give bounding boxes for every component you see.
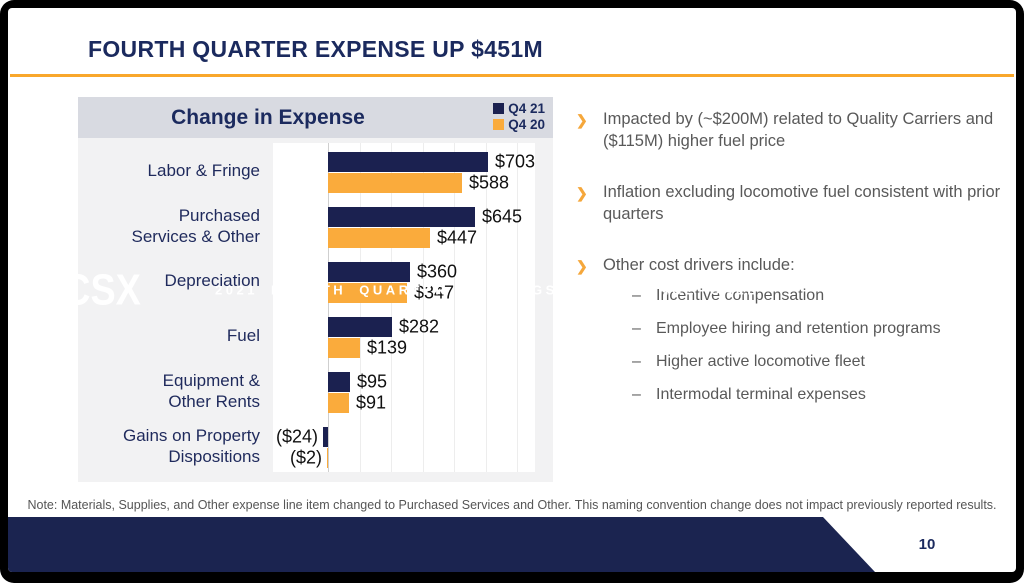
gridline xyxy=(422,143,424,472)
bullet-item: ❯ Inflation excluding locomotive fuel con… xyxy=(576,181,1012,225)
sub-bullet-list: – Incentive compensation – Employee hiring … xyxy=(603,286,1012,405)
sub-bullet-text: Higher active locomotive fleet xyxy=(656,353,865,370)
legend-label-q4-20: Q4 20 xyxy=(508,117,545,132)
bullet-text: Other cost drivers include: xyxy=(603,256,795,274)
q4-20-bar xyxy=(327,448,328,468)
bar-value-label: $95 xyxy=(357,371,388,392)
q4-20-bar xyxy=(328,173,462,193)
sub-bullet-item: – Employee hiring and retention programs xyxy=(632,319,1012,339)
category-label: Depreciation xyxy=(164,271,260,290)
q4-20-bar xyxy=(328,338,360,358)
gridline xyxy=(359,143,361,472)
title-accent-rule xyxy=(10,74,1014,77)
q4-21-bar xyxy=(328,372,350,392)
category-labels: Labor & Fringe Purchased Services & Other… xyxy=(78,143,266,473)
bar-value-label: $347 xyxy=(414,282,455,303)
bar-value-label: $645 xyxy=(482,206,523,227)
q4-20-bar xyxy=(328,228,430,248)
page-title: FOURTH QUARTER EXPENSE UP $451M xyxy=(88,36,543,62)
category-label: Equipment & Other Rents xyxy=(162,370,260,411)
q4-21-bar xyxy=(323,427,328,447)
bar-value-label: $447 xyxy=(437,227,478,248)
legend-swatch-q4-20-icon xyxy=(493,119,505,130)
slide: FOURTH QUARTER EXPENSE UP $451M Change i… xyxy=(8,8,1016,572)
bar-value-label: ($2) xyxy=(289,447,322,468)
q4-21-bar xyxy=(328,262,410,282)
bar-value-label: ($24) xyxy=(275,426,318,447)
category-label: Purchased Services & Other xyxy=(131,205,261,246)
chevron-bullet-icon: ❯ xyxy=(576,258,588,274)
bullet-text: Inflation excluding locomotive fuel cons… xyxy=(603,183,1001,223)
bar-value-label: $360 xyxy=(417,261,458,282)
footer-title: 2021 FOURTH QUARTER EARNINGS CONFERENCE … xyxy=(215,282,759,298)
q4-21-bar xyxy=(328,317,392,337)
bar-value-label: $703 xyxy=(495,151,536,172)
q4-21-bar xyxy=(328,207,475,227)
sub-bullet-text: Intermodal terminal expenses xyxy=(656,386,866,403)
category-label: Labor & Fringe xyxy=(147,161,260,180)
page-number: 10 xyxy=(918,536,936,553)
axis-zero-line xyxy=(328,143,329,472)
bullet-item: ❯ Other cost drivers include: – Incentive c… xyxy=(576,254,1012,405)
dash-bullet-icon: – xyxy=(632,386,641,403)
sub-bullet-item: – Incentive compensation xyxy=(632,286,1012,306)
legend-item-q4-20: Q4 20 xyxy=(493,117,545,132)
gridline xyxy=(454,143,455,472)
note-text: Note: Materials, Supplies, and Other exp… xyxy=(27,498,997,512)
bar-value-label: $139 xyxy=(367,337,408,358)
sub-bullet-item: – Intermodal terminal expenses xyxy=(632,385,1012,405)
dash-bullet-icon: – xyxy=(632,353,641,370)
chart-legend: Q4 21 Q4 20 xyxy=(493,101,545,132)
bullet-text: Impacted by (~$200M) related to Quality … xyxy=(603,110,994,150)
gridline xyxy=(517,143,518,472)
legend-item-q4-21: Q4 21 xyxy=(493,101,545,116)
q4-21-bar xyxy=(328,152,488,172)
sub-bullet-item: – Higher active locomotive fleet xyxy=(632,352,1012,372)
category-label: Fuel xyxy=(226,326,260,345)
sub-bullet-text: Employee hiring and retention programs xyxy=(656,320,941,337)
legend-swatch-q4-21-icon xyxy=(493,103,505,114)
gridline xyxy=(391,143,392,472)
bullet-item: ❯ Impacted by (~$200M) related to Quality… xyxy=(576,108,1012,152)
bar-value-label: $588 xyxy=(469,172,510,193)
bullet-list: ❯ Impacted by (~$200M) related to Quality… xyxy=(576,108,1012,434)
plot-area: $703 $588 $645 $447 $360 $347 $282 $139 $95 $91 ($… xyxy=(273,143,535,472)
csx-logo: CSX xyxy=(63,264,141,314)
dash-bullet-icon: – xyxy=(632,320,641,337)
chevron-bullet-icon: ❯ xyxy=(576,185,588,201)
chevron-bullet-icon: ❯ xyxy=(576,112,588,128)
q4-20-bar xyxy=(328,283,407,303)
dash-bullet-icon: – xyxy=(632,287,641,304)
expense-chart-panel: Change in Expense Q4 21 Q4 20 Labor & Fr… xyxy=(78,97,553,482)
bar-value-label: $282 xyxy=(399,316,440,337)
chart-title: Change in Expense xyxy=(171,105,365,129)
q4-20-bar xyxy=(328,393,349,413)
footer-bar xyxy=(8,517,875,572)
legend-label-q4-21: Q4 21 xyxy=(508,101,545,116)
bar-value-label: $91 xyxy=(356,392,387,413)
gridline xyxy=(485,143,487,472)
category-label: Gains on Property Dispositions xyxy=(122,425,260,466)
sub-bullet-text: Incentive compensation xyxy=(656,287,825,304)
chart-header: Change in Expense Q4 21 Q4 20 xyxy=(78,97,553,138)
